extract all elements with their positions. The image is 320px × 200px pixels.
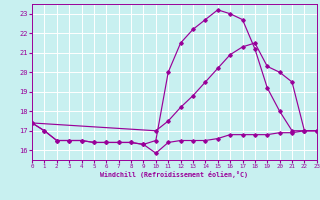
X-axis label: Windchill (Refroidissement éolien,°C): Windchill (Refroidissement éolien,°C) [100,171,248,178]
